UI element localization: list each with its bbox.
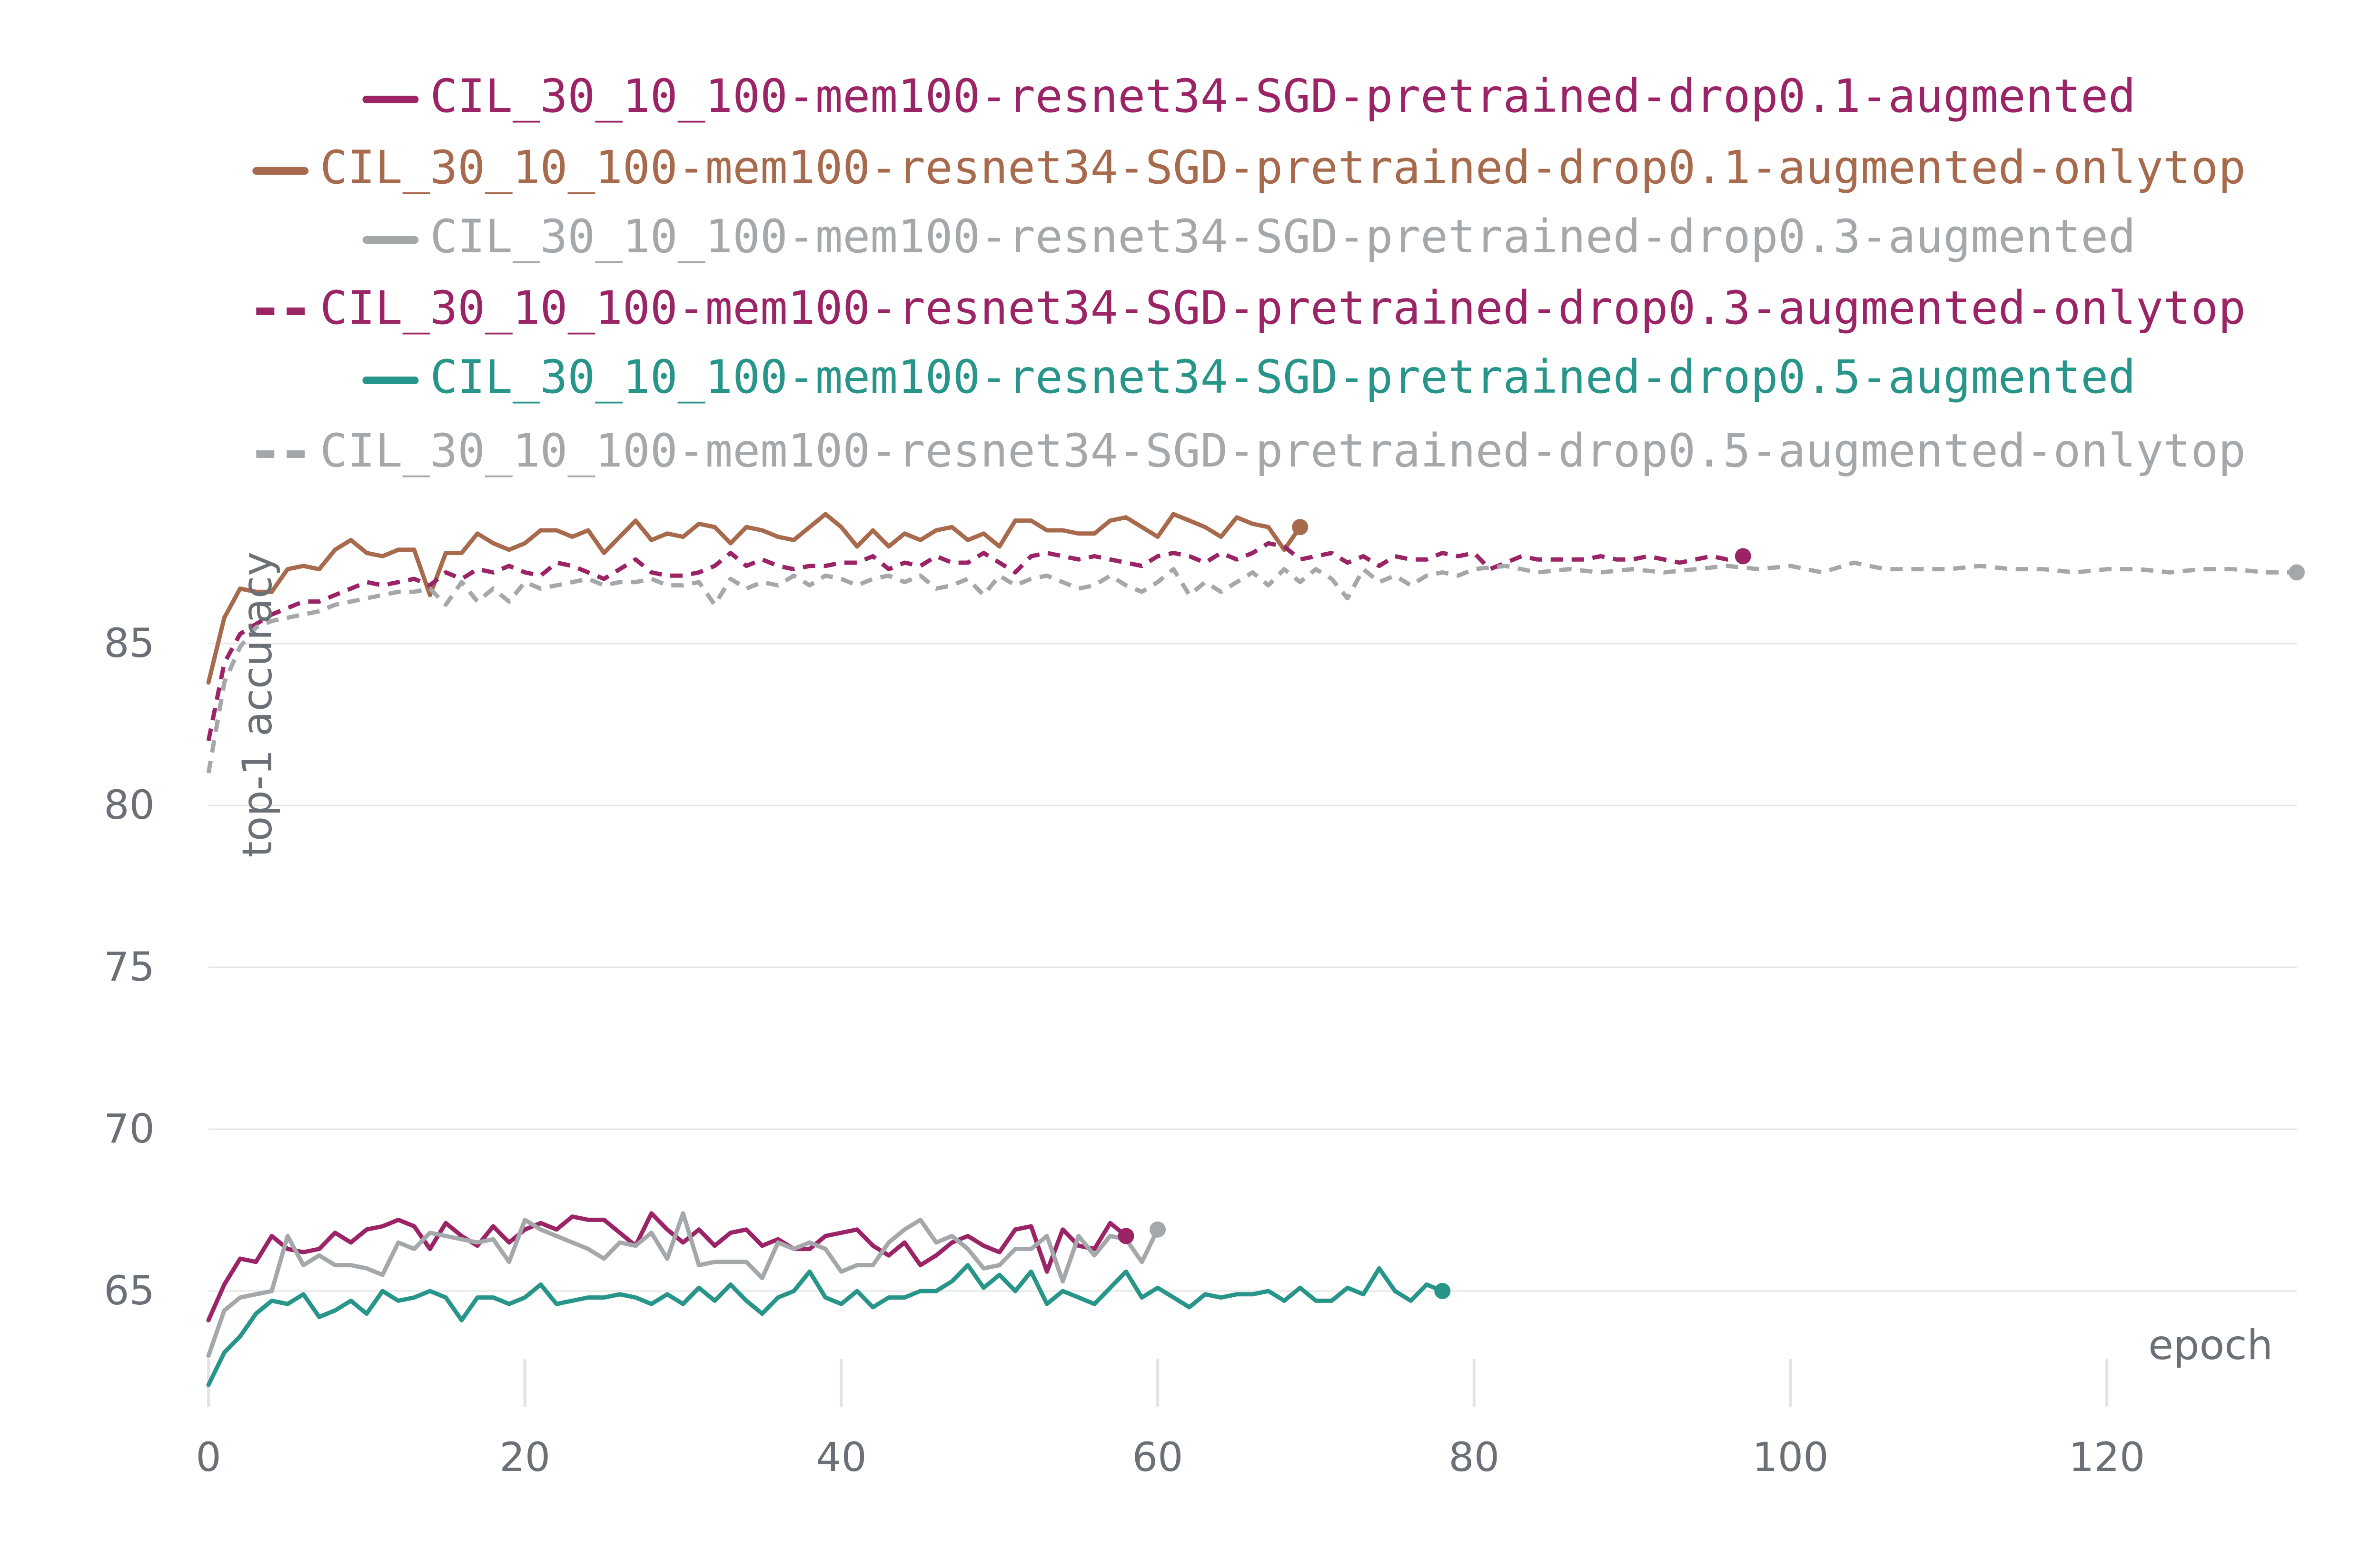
x-tick-label: 100 xyxy=(1752,1434,1828,1480)
legend-label: CIL_30_10_100-mem100-resnet34-SGD-pretra… xyxy=(320,424,2246,477)
y-tick-label: 85 xyxy=(104,620,155,666)
gridlines xyxy=(208,643,2297,1292)
legend-label: CIL_30_10_100-mem100-resnet34-SGD-pretra… xyxy=(320,281,2246,335)
legend-item[interactable]: CIL_30_10_100-mem100-resnet34-SGD-pretra… xyxy=(362,70,2136,123)
legend-label: CIL_30_10_100-mem100-resnet34-SGD-pretra… xyxy=(430,350,2135,404)
x-tick-label: 120 xyxy=(2069,1434,2145,1480)
legend-item[interactable]: CIL_30_10_100-mem100-resnet34-SGD-pretra… xyxy=(362,210,2136,263)
series-endpoint-1 xyxy=(1118,1228,1134,1244)
x-tick-label: 20 xyxy=(499,1434,550,1480)
series-endpoint-5 xyxy=(1434,1283,1451,1299)
y-tick-label: 65 xyxy=(104,1267,155,1314)
series-line-1 xyxy=(206,1211,1129,1322)
x-axis-ticks: 0 20 40 60 80 100 120 xyxy=(196,1359,2145,1480)
legend-item[interactable]: CIL_30_10_100-mem100-resnet34-SGD-pretra… xyxy=(256,281,2246,335)
y-axis-title: top-1 accuracy xyxy=(234,552,281,857)
series-endpoint-6 xyxy=(2289,564,2305,581)
y-tick-label: 70 xyxy=(104,1105,155,1152)
x-axis-title: epoch xyxy=(2148,1321,2273,1369)
legend-label: CIL_30_10_100-mem100-resnet34-SGD-pretra… xyxy=(430,210,2135,263)
series-line-6 xyxy=(206,560,2297,774)
series-line-2 xyxy=(206,512,1302,685)
legend-item[interactable]: CIL_30_10_100-mem100-resnet34-SGD-pretra… xyxy=(252,141,2246,194)
series-lines xyxy=(206,512,2297,1387)
x-tick-label: 0 xyxy=(196,1434,221,1480)
series-endpoints xyxy=(1118,519,2305,1299)
series-endpoint-3 xyxy=(1150,1221,1166,1238)
series-endpoint-2 xyxy=(1292,519,1309,536)
legend-label: CIL_30_10_100-mem100-resnet34-SGD-pretra… xyxy=(430,70,2135,123)
y-tick-label: 80 xyxy=(104,782,155,828)
legend-label: CIL_30_10_100-mem100-resnet34-SGD-pretra… xyxy=(320,141,2246,194)
x-tick-label: 60 xyxy=(1132,1434,1183,1480)
x-tick-label: 40 xyxy=(816,1434,867,1480)
series-endpoint-4 xyxy=(1735,548,1751,565)
series-line-4 xyxy=(206,541,1744,741)
y-tick-label: 75 xyxy=(104,944,155,990)
legend-item[interactable]: CIL_30_10_100-mem100-resnet34-SGD-pretra… xyxy=(362,350,2136,404)
chart-legend: CIL_30_10_100-mem100-resnet34-SGD-pretra… xyxy=(252,70,2246,477)
series-line-3 xyxy=(206,1211,1160,1358)
series-line-5 xyxy=(206,1263,1445,1387)
y-axis-ticks: 65 70 75 80 85 xyxy=(104,620,155,1314)
legend-item[interactable]: CIL_30_10_100-mem100-resnet34-SGD-pretra… xyxy=(256,424,2246,477)
x-tick-label: 80 xyxy=(1448,1434,1499,1480)
